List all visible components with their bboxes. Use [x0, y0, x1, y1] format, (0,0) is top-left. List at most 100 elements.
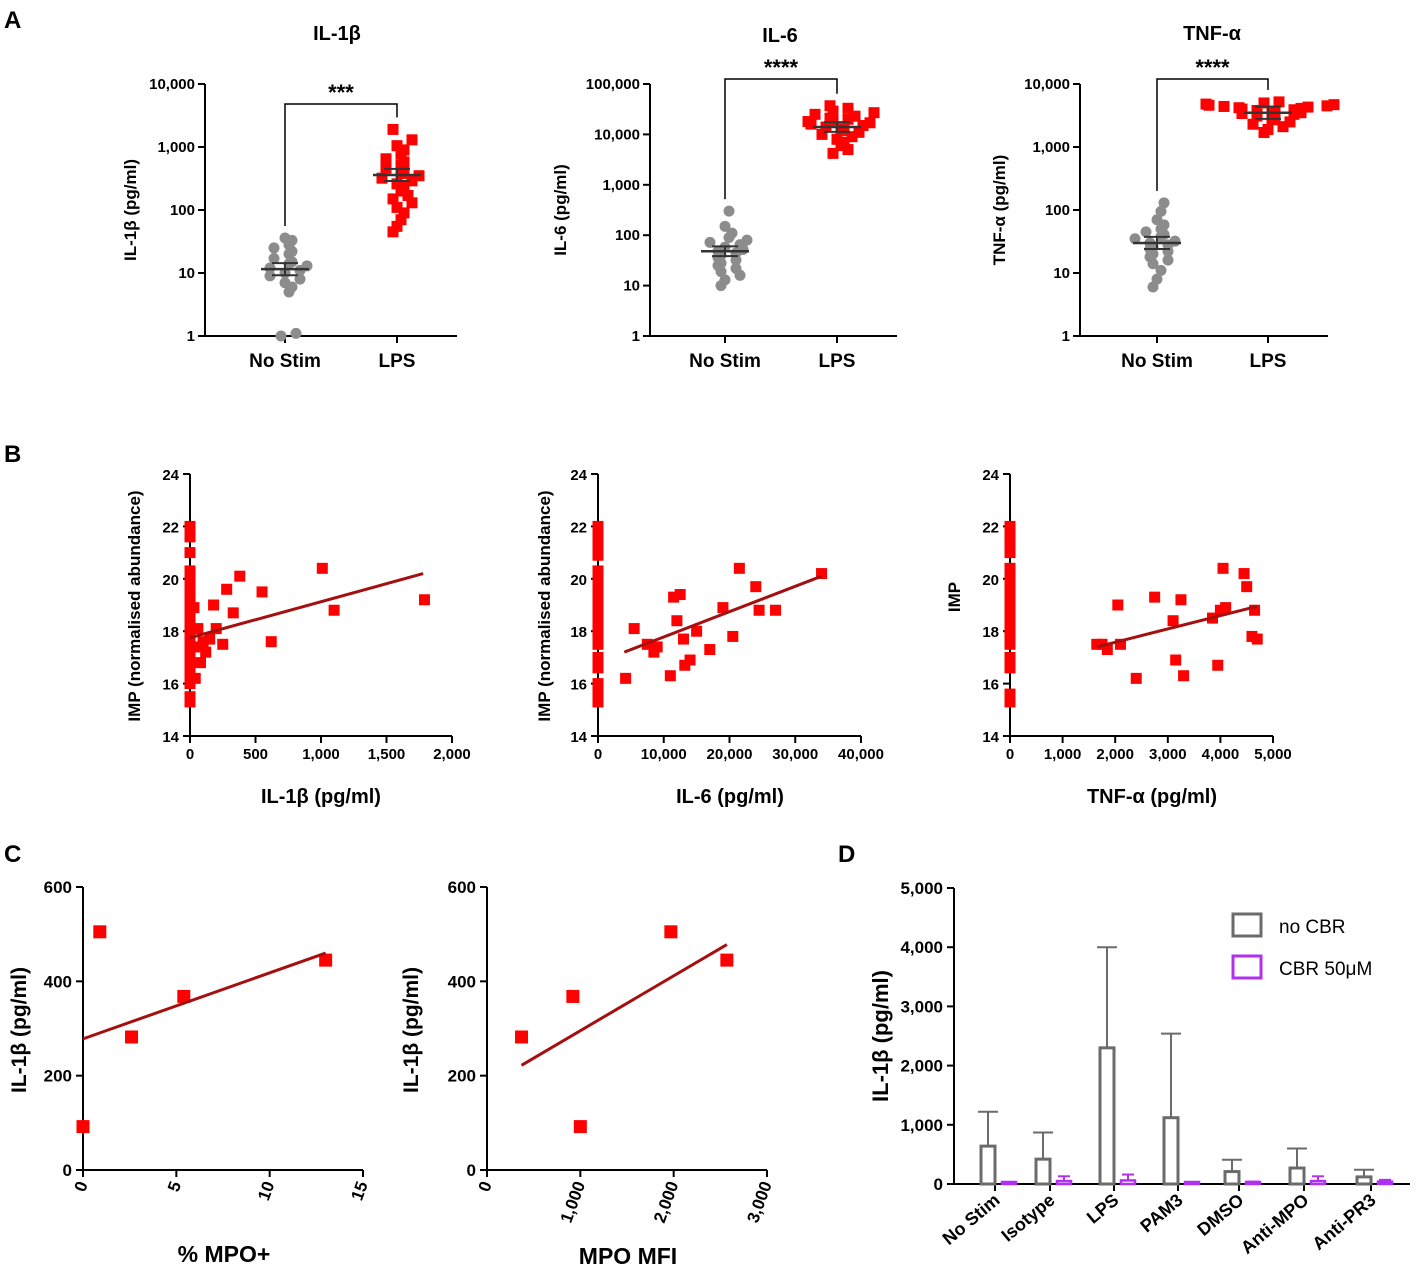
chart-a2-significance-label: ****	[764, 55, 799, 80]
chart-b1-ytick-label: 16	[162, 677, 179, 694]
chart-a1-significance-bracket	[284, 103, 398, 226]
chart-b2-point	[592, 688, 604, 700]
chart-c2-point	[515, 1030, 529, 1044]
chart-a3-title: TNF-α	[1183, 23, 1242, 45]
chart-a3-point-lps	[1262, 123, 1274, 135]
chart-b1-ytick-label: 20	[162, 572, 179, 589]
chart-a1-ytick-label: 100	[170, 202, 195, 219]
chart-c1-point	[319, 953, 333, 967]
chart-d-category-label: PAM3	[1136, 1190, 1186, 1237]
chart-a2-point-lps	[853, 126, 865, 138]
chart-a1-point-lps	[406, 175, 418, 187]
chart-b2-point	[592, 696, 604, 708]
chart-a1-point-lps	[406, 197, 418, 209]
chart-b1-xtick-label: 500	[243, 746, 268, 763]
chart-b2-point	[671, 615, 683, 627]
chart-a2-point-nostim	[719, 274, 731, 286]
chart-b2-point	[592, 599, 604, 611]
chart-a2-point-nostim	[741, 234, 753, 246]
chart-c1-point	[76, 1120, 90, 1134]
legend-swatch-cbr	[1231, 954, 1263, 980]
chart-d-ylabel: IL-1β (pg/ml)	[868, 970, 893, 1102]
chart-b3-point	[1170, 654, 1182, 666]
chart-a1-point-lps	[398, 156, 410, 168]
chart-d-category-label: Anti-MPO	[1237, 1190, 1313, 1258]
chart-a3-point-lps	[1328, 99, 1340, 111]
chart-d-bar-cbr	[1000, 1180, 1018, 1186]
chart-b1-ytick-label: 18	[162, 624, 179, 641]
chart-b2-point	[592, 607, 604, 619]
chart-a3-ylabel: TNF-α (pg/ml)	[990, 155, 1009, 266]
chart-b2-point	[674, 589, 686, 601]
chart-a3-category-label: No Stim	[1121, 351, 1193, 372]
chart-a3-significance-label: ****	[1195, 55, 1230, 80]
chart-b1-point	[265, 636, 277, 648]
chart-a2-point-lps	[809, 108, 821, 120]
chart-a3-point-lps	[1269, 105, 1281, 117]
chart-b3-point	[1175, 594, 1187, 606]
chart-c2-ytick-label: 400	[448, 972, 476, 991]
chart-b3-ytick-label: 18	[982, 624, 999, 641]
chart-a1-point-nostim	[290, 327, 302, 339]
chart-b2-point	[592, 549, 604, 561]
chart-a3-point-lps	[1273, 96, 1285, 108]
chart-b2-ytick-label: 20	[570, 572, 587, 589]
chart-a2-point-lps	[824, 100, 836, 112]
chart-b2-xtick-label: 30,000	[772, 746, 818, 763]
chart-d-bar-no-cbr	[1098, 1046, 1116, 1186]
chart-b3-point	[1004, 617, 1016, 629]
chart-a1-category-label: No Stim	[249, 351, 321, 372]
chart-b3-ytick-label: 24	[982, 467, 999, 484]
chart-c1-ylabel: IL-1β (pg/ml)	[8, 967, 31, 1093]
chart-b1-xlabel: IL-1β (pg/ml)	[261, 786, 381, 808]
chart-b3-point	[1004, 573, 1016, 585]
chart-b1-point	[184, 649, 196, 661]
chart-c1-point	[125, 1030, 139, 1044]
chart-a1-point-lps	[391, 140, 403, 152]
chart-c2-point	[573, 1120, 587, 1134]
chart-a3-point-nostim	[1169, 235, 1181, 247]
chart-b1-point	[204, 633, 216, 645]
chart-b3-point	[1004, 531, 1016, 543]
chart-c2-xtick-label: 3,000	[743, 1179, 775, 1225]
chart-d-category-label: Isotype	[997, 1190, 1058, 1246]
chart-d-category-label: Anti-PR3	[1308, 1190, 1379, 1254]
chart-b2-ytick-label: 18	[570, 624, 587, 641]
chart-a2-significance-bracket	[724, 78, 838, 200]
chart-b3-point	[1251, 633, 1263, 645]
chart-a3-point-lps	[1247, 118, 1259, 130]
chart-a2-point-lps	[868, 107, 880, 119]
chart-a2-ytick-label: 10,000	[594, 126, 640, 143]
chart-d-ytick-label: 4,000	[900, 938, 943, 957]
chart-a2-title: IL-6	[762, 25, 798, 47]
chart-b1-point	[184, 520, 196, 532]
chart-b2-point	[592, 615, 604, 627]
chart-a3-point-nostim	[1151, 273, 1163, 285]
chart-b3-point	[1004, 591, 1016, 603]
chart-a2-point-nostim	[730, 262, 742, 274]
chart-b2-point	[750, 581, 762, 593]
chart-a2-ytick-label: 1	[632, 328, 640, 345]
chart-d-bar-cbr	[1244, 1180, 1262, 1186]
chart-b3-point	[1112, 599, 1124, 611]
chart-a2-point-lps	[842, 144, 854, 156]
chart-b2-point	[592, 539, 604, 551]
chart-c2-xlabel: MPO MFI	[579, 1243, 677, 1269]
chart-b3-point	[1004, 651, 1016, 663]
chart-b2-point	[691, 625, 703, 637]
chart-a2-point-nostim	[726, 227, 738, 239]
chart-c2-xtick-label: 0	[475, 1179, 496, 1194]
chart-b3-xtick-label: 1,000	[1044, 746, 1082, 763]
legend-label-no-cbr: no CBR	[1279, 917, 1346, 938]
chart-a2-point-lps	[864, 117, 876, 129]
chart-c1-xlabel: % MPO+	[178, 1241, 271, 1267]
chart-a1-point-lps	[398, 144, 410, 156]
chart-b1-point	[191, 641, 203, 653]
chart-a2-point-lps	[857, 120, 869, 132]
chart-c2-ytick-label: 0	[467, 1161, 476, 1180]
chart-c1-xtick-label: 10	[254, 1179, 278, 1203]
chart-a1-ytick-label: 10,000	[149, 76, 195, 93]
chart-c2-fit-line	[520, 943, 728, 1067]
chart-a2-ylabel: IL-6 (pg/ml)	[551, 164, 570, 256]
